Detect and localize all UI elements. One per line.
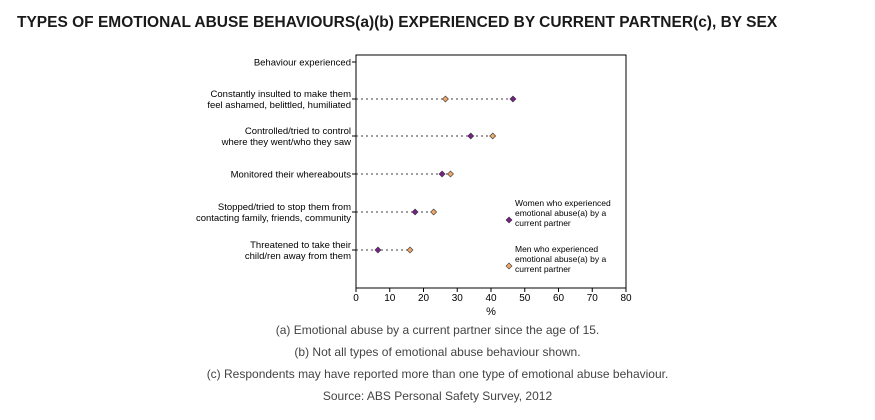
category-label: where they went/who they saw (221, 137, 352, 148)
men-marker (489, 132, 497, 140)
category-header-label: Behaviour experienced (254, 58, 351, 69)
women-marker (509, 95, 517, 103)
legend-men-label: Men who experienced (515, 244, 598, 254)
legend-men-label: emotional abuse(a) by a (515, 254, 606, 264)
men-marker (406, 246, 414, 254)
category-label: Threatened to take their (250, 240, 351, 251)
women-marker (438, 170, 446, 178)
x-tick-label: 20 (418, 293, 430, 304)
men-marker (442, 95, 449, 103)
x-tick-label: 30 (452, 293, 464, 304)
chart-title: TYPES OF EMOTIONAL ABUSE BEHAVIOURS(a)(b… (17, 14, 778, 31)
x-tick-label: 10 (384, 293, 396, 304)
legend-men-label: current partner (515, 264, 571, 274)
x-tick-label: 60 (553, 293, 565, 304)
legend-women-label: current partner (515, 218, 571, 228)
women-marker (467, 132, 475, 140)
x-tick-label: 0 (353, 293, 359, 304)
legend-women-label: emotional abuse(a) by a (515, 208, 606, 218)
men-marker (430, 208, 438, 216)
footnote-c: (c) Respondents may have reported more t… (206, 367, 669, 381)
category-label: Constantly insulted to make them (211, 89, 352, 100)
plot-area: Behaviour experienced Constantly insulted… (196, 54, 632, 318)
x-tick-label: 70 (587, 293, 599, 304)
category-label: contacting family, friends, community (196, 213, 351, 224)
x-tick-label: 80 (620, 293, 632, 304)
category-label: feel ashamed, belittled, humiliated (207, 100, 351, 111)
category-label: Monitored their whereabouts (231, 170, 352, 181)
category-label: child/ren away from them (245, 251, 351, 262)
legend-women-marker (505, 216, 513, 224)
women-marker (374, 246, 382, 254)
category-label: Controlled/tried to control (245, 126, 351, 137)
women-marker (411, 208, 419, 216)
category-label: Stopped/tried to stop them from (218, 202, 351, 213)
x-tick-label: 40 (485, 293, 497, 304)
source-note: Source: ABS Personal Safety Survey, 2012 (322, 389, 553, 403)
legend-women-label: Women who experienced (515, 198, 611, 208)
footnote-a: (a) Emotional abuse by a current partner… (275, 323, 600, 337)
footnote-b: (b) Not all types of emotional abuse beh… (294, 345, 581, 359)
x-axis-title: % (486, 306, 496, 318)
men-marker (447, 170, 454, 178)
x-tick-label: 50 (519, 293, 531, 304)
legend-men-marker (505, 262, 513, 270)
